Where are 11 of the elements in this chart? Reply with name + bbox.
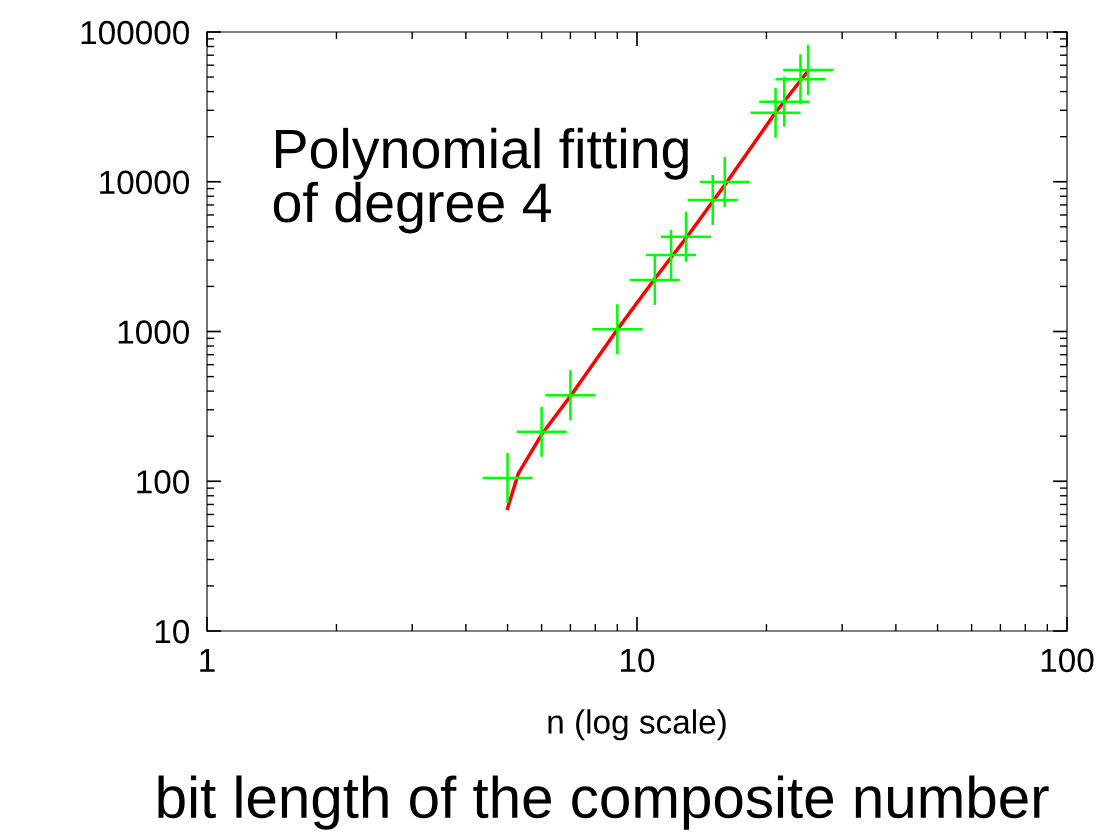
x-tick-label: 10 — [621, 648, 655, 673]
annotation: Polynomial fitting of degree 4 — [273, 127, 688, 234]
y-tick-label: 100 — [137, 470, 190, 494]
x-tick-label: 1 — [200, 648, 215, 672]
y-tick-label: 1000 — [118, 320, 190, 344]
y-tick-label: 100000 — [81, 20, 190, 45]
y-tick-label: 10 — [155, 619, 190, 644]
x-axis-title: n (log scale) — [548, 709, 726, 741]
text: bit length of the composite number — [158, 775, 1049, 830]
x-tick-label: 100 — [1041, 648, 1094, 673]
y-tick-label: 10000 — [100, 170, 190, 195]
